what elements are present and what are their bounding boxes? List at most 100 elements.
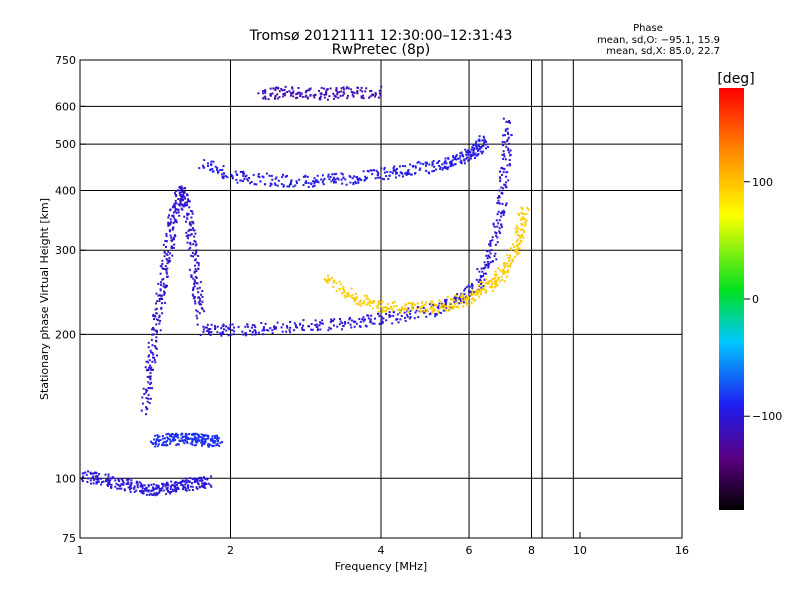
data-point	[147, 346, 150, 349]
data-point	[352, 182, 355, 184]
data-point	[157, 294, 160, 297]
data-point	[360, 179, 363, 181]
data-point	[454, 155, 457, 158]
data-point	[351, 177, 354, 180]
data-point	[163, 290, 165, 293]
data-point	[81, 478, 84, 481]
data-point	[202, 486, 205, 489]
data-point	[254, 326, 257, 329]
data-point	[175, 444, 178, 447]
data-point	[378, 92, 381, 95]
data-point	[364, 90, 367, 93]
data-point	[262, 327, 265, 330]
data-point	[100, 477, 102, 480]
data-point	[365, 87, 368, 90]
data-point	[163, 292, 166, 294]
data-point	[378, 300, 381, 303]
data-point	[186, 194, 189, 197]
data-point	[515, 224, 518, 227]
data-point	[186, 214, 189, 217]
data-point	[196, 433, 199, 436]
data-point	[288, 183, 291, 186]
data-point	[380, 318, 383, 321]
data-point	[177, 203, 180, 206]
data-point	[502, 134, 505, 137]
data-point	[499, 180, 502, 183]
data-point	[439, 305, 442, 308]
data-point	[399, 311, 402, 313]
data-point	[185, 235, 188, 238]
data-point	[197, 296, 200, 299]
data-point	[385, 319, 388, 322]
data-point	[162, 243, 165, 246]
data-point	[350, 326, 353, 329]
data-point	[475, 293, 477, 296]
data-point	[357, 181, 360, 184]
data-point	[332, 92, 335, 95]
data-point	[488, 250, 491, 253]
data-point	[147, 381, 150, 384]
data-point	[177, 211, 180, 214]
data-point	[494, 252, 497, 255]
data-point	[162, 441, 165, 444]
data-point	[314, 324, 317, 326]
data-point	[377, 304, 380, 307]
data-point	[216, 325, 219, 328]
data-point	[516, 248, 518, 251]
data-point	[525, 213, 528, 215]
data-point	[182, 488, 184, 491]
data-point	[523, 231, 526, 233]
data-point	[333, 94, 336, 97]
data-point	[195, 443, 198, 446]
data-point	[369, 169, 372, 172]
data-point	[196, 441, 199, 443]
data-point	[467, 151, 470, 154]
data-point	[326, 88, 329, 91]
data-point	[173, 489, 176, 492]
data-point	[376, 174, 379, 176]
data-point	[482, 285, 485, 287]
data-point	[217, 440, 219, 442]
data-point	[296, 92, 299, 95]
data-point	[506, 254, 509, 257]
data-point	[333, 179, 336, 182]
data-point	[166, 259, 169, 262]
data-point	[411, 303, 414, 306]
data-point	[340, 283, 343, 286]
data-point	[143, 484, 146, 487]
data-point	[255, 183, 258, 186]
data-point	[399, 318, 402, 321]
data-point	[129, 485, 132, 488]
data-point	[336, 91, 339, 94]
data-point	[510, 248, 513, 251]
data-point	[167, 223, 170, 226]
data-point	[491, 290, 494, 292]
data-point	[158, 435, 161, 438]
data-point	[476, 288, 479, 291]
data-point	[515, 240, 518, 243]
data-point	[127, 478, 130, 481]
data-point	[341, 328, 343, 331]
data-point	[404, 319, 407, 322]
data-point	[407, 170, 410, 173]
data-point	[338, 280, 341, 283]
data-point	[495, 273, 498, 276]
data-point	[481, 139, 484, 142]
data-point	[215, 437, 218, 440]
data-point	[443, 303, 445, 306]
data-point	[203, 159, 206, 162]
data-point	[166, 439, 169, 442]
data-point	[211, 168, 214, 171]
data-point	[167, 432, 170, 435]
data-point	[457, 305, 460, 308]
data-point	[394, 176, 397, 179]
data-point	[140, 409, 143, 412]
data-point	[485, 278, 487, 280]
data-point	[470, 301, 473, 304]
data-point	[195, 486, 198, 489]
data-point	[173, 206, 176, 209]
data-point	[304, 91, 307, 94]
data-point	[448, 302, 451, 305]
data-point	[381, 310, 384, 313]
data-point	[436, 306, 439, 309]
